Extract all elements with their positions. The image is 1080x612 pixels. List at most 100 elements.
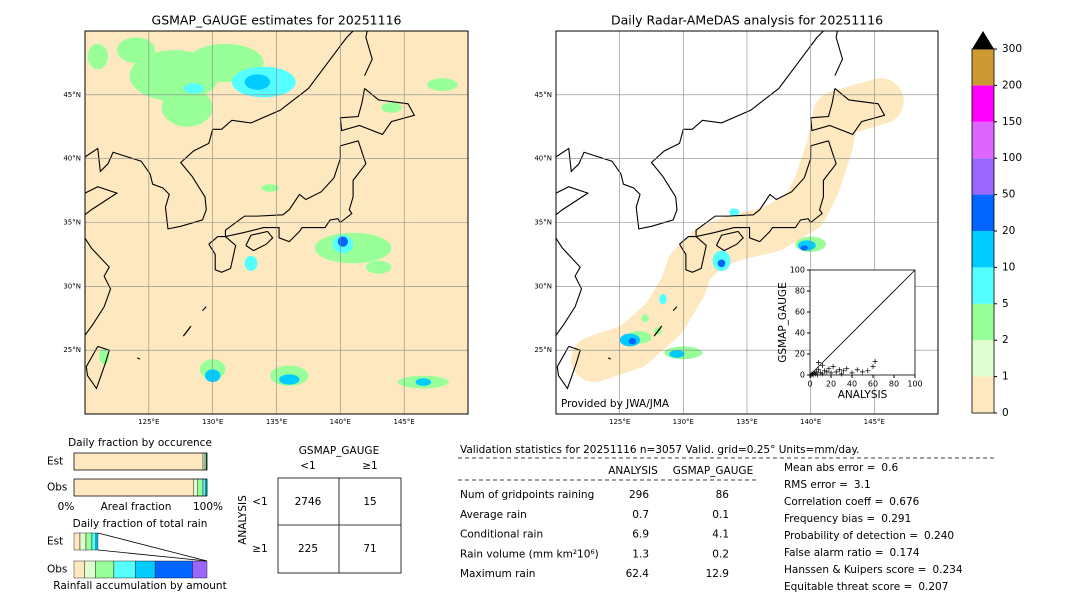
table-frame xyxy=(277,477,402,574)
stat-label: Hanssen & Kuipers score = xyxy=(784,564,926,576)
gsmap-value: 4.1 xyxy=(712,529,729,541)
x-axis-label: ANALYSIS xyxy=(838,389,888,401)
col-title: GSMAP_GAUGE xyxy=(299,445,379,457)
stat-label: Equitable threat score = xyxy=(784,581,912,593)
precip-area xyxy=(800,245,809,251)
scatter-point xyxy=(872,358,878,364)
colorbar-extend xyxy=(972,31,994,49)
coastline xyxy=(653,325,663,337)
stat-label: Probability of detection = xyxy=(784,530,918,542)
table-cell: 225 xyxy=(298,543,318,555)
row-label: Est xyxy=(47,536,63,548)
fraction-bar xyxy=(73,532,81,551)
fraction-bar xyxy=(73,560,85,579)
precip-area xyxy=(183,83,204,94)
precip-area xyxy=(415,378,431,386)
colorbar-segment xyxy=(972,340,994,377)
coastline xyxy=(339,88,416,136)
colorbar-label: 5 xyxy=(1002,298,1009,310)
panel-title: Daily fraction of total rain xyxy=(73,518,208,530)
row-label: Maximum rain xyxy=(460,568,535,580)
colorbar-segment xyxy=(972,231,994,268)
coastline xyxy=(182,325,192,337)
x-tick-label: 100 xyxy=(907,380,922,389)
y-axis-label: GSMAP_GAUGE xyxy=(777,282,789,362)
fraction-bar xyxy=(85,532,93,551)
x-tick-label: 60 xyxy=(868,380,878,389)
fraction-bar xyxy=(79,532,87,551)
lat-label: 30°N xyxy=(63,282,81,290)
lon-label: 140°E xyxy=(330,418,351,426)
x-tick-label: 40 xyxy=(847,380,857,389)
stat-value: 3.1 xyxy=(854,479,871,491)
coastline xyxy=(224,140,367,243)
analysis-value: 62.4 xyxy=(626,568,650,580)
column-header: ANALYSIS xyxy=(608,465,658,477)
y-tick-label: 80 xyxy=(795,287,805,296)
row-label: Est xyxy=(47,456,63,468)
precip-area xyxy=(365,260,392,274)
axis-label: 0% xyxy=(58,501,75,513)
row-label: Average rain xyxy=(460,509,527,521)
stat-value: 0.6 xyxy=(881,462,898,474)
scatter-point xyxy=(815,367,821,373)
analysis-value: 1.3 xyxy=(632,548,649,560)
lon-label: 145°E xyxy=(864,418,885,426)
connector xyxy=(97,532,208,562)
colorbar-segment xyxy=(972,49,994,86)
precip-area xyxy=(337,236,348,247)
analysis-value: 6.9 xyxy=(632,529,649,541)
scatter-point xyxy=(844,366,850,372)
table-cell: 15 xyxy=(363,496,376,508)
precip-area xyxy=(427,78,458,92)
x-tick-label: 20 xyxy=(826,380,836,389)
colorbar-label: 200 xyxy=(1002,79,1022,91)
fraction-bar xyxy=(91,532,97,551)
lon-label: 125°E xyxy=(138,418,159,426)
analysis-value: 0.7 xyxy=(632,509,649,521)
coastline xyxy=(85,31,354,337)
col-label: ≥1 xyxy=(362,460,377,472)
lon-label: 135°E xyxy=(736,418,757,426)
colorbar-label: 150 xyxy=(1002,116,1022,128)
scatter-point xyxy=(836,367,842,373)
connector xyxy=(97,549,208,562)
colorbar-segment xyxy=(972,194,994,231)
row-label: ≥1 xyxy=(252,543,267,555)
precip-area xyxy=(628,338,637,345)
y-tick-label: 100 xyxy=(790,266,805,275)
stat-label: Frequency bias = xyxy=(784,513,875,525)
stat-line: Frequency bias = 0.291 xyxy=(784,513,911,525)
colorbar-segment xyxy=(972,85,994,122)
scatter-point xyxy=(854,367,860,373)
y-tick-label: 20 xyxy=(795,350,805,359)
coastline xyxy=(672,306,678,311)
y-tick-label: 40 xyxy=(795,329,805,338)
scatter-point xyxy=(814,372,820,378)
coastline xyxy=(679,235,707,273)
stat-line: Hanssen & Kuipers score = 0.234 xyxy=(784,564,963,576)
lat-label: 35°N xyxy=(63,219,81,227)
coastline xyxy=(137,357,141,360)
precip-area xyxy=(244,74,271,90)
stat-value: 0.207 xyxy=(918,581,948,593)
gsmap-value: 12.9 xyxy=(706,568,729,580)
colorbar-segment xyxy=(972,158,994,195)
scatter-point xyxy=(820,371,826,377)
stat-line: False alarm ratio = 0.174 xyxy=(784,547,920,559)
colorbar-segment xyxy=(972,267,994,304)
scatter-point xyxy=(839,371,844,377)
precip-area xyxy=(669,350,685,358)
stat-line: RMS error = 3.1 xyxy=(784,479,871,491)
colorbar-label: 300 xyxy=(1002,43,1022,55)
row-label: Num of gridpoints raining xyxy=(460,489,594,501)
precip-area xyxy=(261,184,280,192)
precip-area xyxy=(381,102,402,113)
precip-area xyxy=(641,314,649,323)
map-frame xyxy=(84,30,469,415)
row-label: Rain volume (mm km²10⁶) xyxy=(460,548,599,560)
scatter-point xyxy=(818,370,823,376)
bar-frame xyxy=(73,478,208,497)
coastline xyxy=(810,88,886,136)
